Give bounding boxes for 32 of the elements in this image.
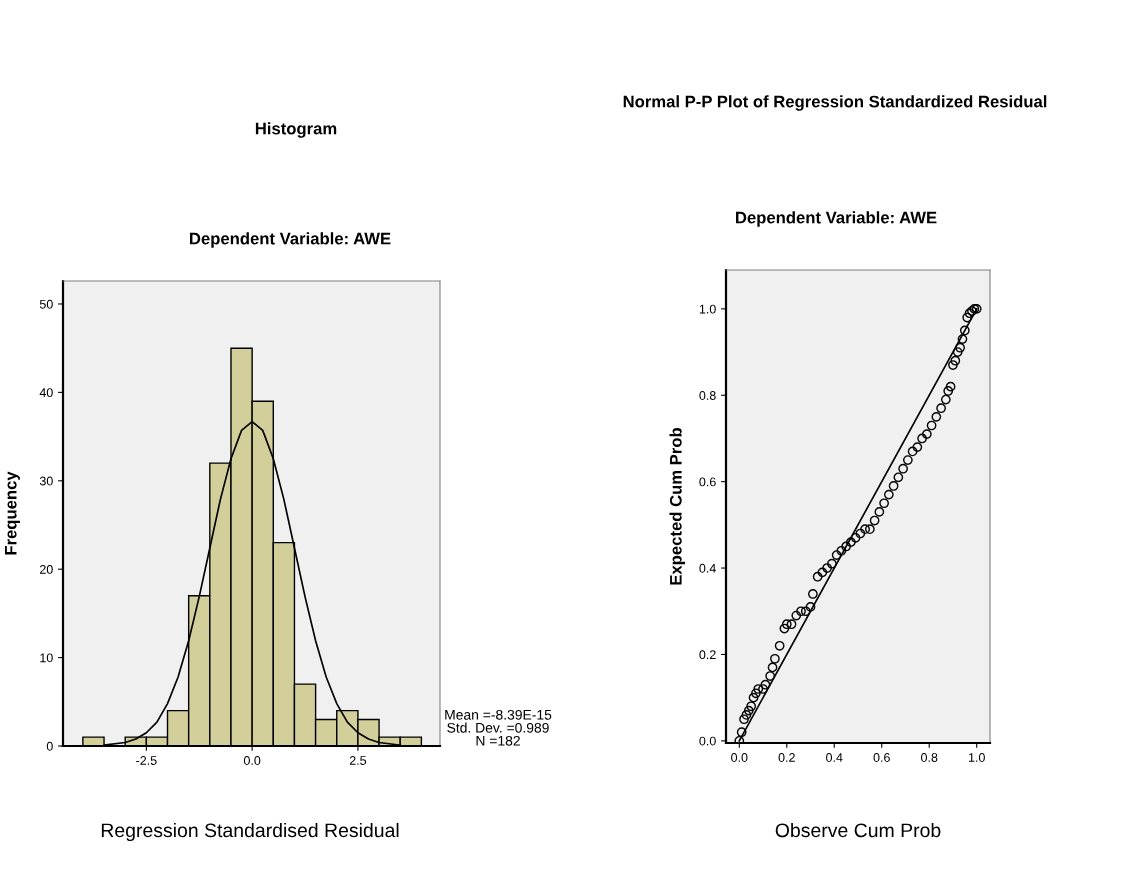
y-tick-label: 50: [39, 299, 53, 309]
y-tick-label: 1.0: [699, 304, 716, 314]
chart-title: Normal P-P Plot of Regression Standardized Residual: [623, 95, 1047, 111]
y-tick-label: 0: [46, 741, 53, 751]
x-tick-label: 0.0: [243, 756, 261, 765]
y-tick-label: 30: [39, 476, 53, 486]
y-tick-label: 0.2: [699, 650, 716, 660]
x-tick-label: 0.4: [826, 753, 843, 762]
chart-subtitle: Dependent Variable: AWE: [736, 211, 937, 227]
y-axis-title: Expected Cum Prob: [669, 428, 686, 585]
text: Std. Dev. =0.989: [447, 722, 549, 733]
x-tick-label: 2.5: [349, 756, 367, 765]
y-tick-label: 0.0: [699, 736, 716, 746]
text: Mean =-8.39E-15: [445, 709, 552, 720]
chart-title: Histogram: [255, 122, 337, 138]
text: N =182: [476, 735, 520, 746]
y-tick-label: 40: [39, 388, 53, 398]
y-tick-label: 20: [40, 564, 53, 574]
x-axis-title: Regression Standardised Residual: [101, 822, 399, 842]
x-tick-label: -2.5: [136, 756, 157, 765]
x-tick-label: 0.6: [873, 753, 890, 762]
x-axis-title: Observe Cum Prob: [775, 822, 941, 838]
y-tick-label: 0.8: [699, 391, 716, 400]
y-axis-title: Frequency: [5, 471, 20, 555]
y-tick-label: 0.6: [699, 477, 716, 487]
chart-subtitle: Dependent Variable: AWE: [190, 232, 391, 248]
x-tick-label: 0.0: [731, 753, 748, 762]
x-tick-label: 0.8: [921, 753, 938, 762]
x-tick-label: 0.2: [778, 753, 795, 762]
y-tick-label: 0.4: [699, 563, 716, 573]
y-tick-label: 10: [40, 653, 53, 663]
x-tick-label: 1.0: [968, 753, 985, 762]
